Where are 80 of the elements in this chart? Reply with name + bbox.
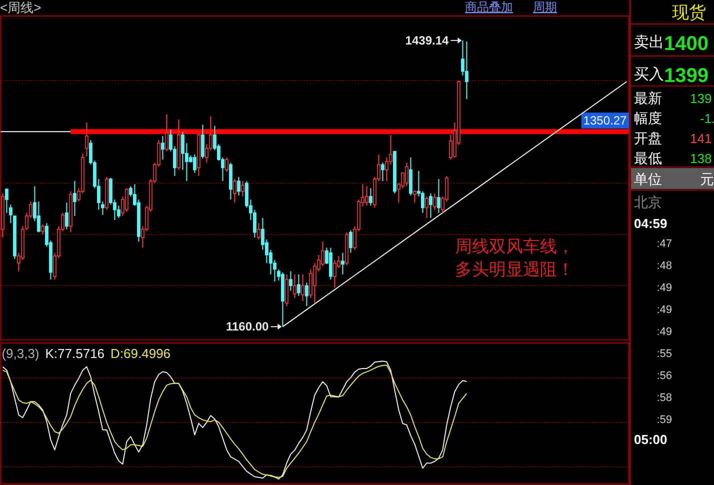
candlestick bbox=[381, 162, 384, 182]
candlestick bbox=[321, 241, 324, 267]
candlestick bbox=[425, 196, 428, 218]
text: 最新 bbox=[634, 90, 662, 106]
annotation: 1439.14 bbox=[405, 33, 450, 48]
candlestick bbox=[413, 190, 416, 204]
text: 05:00 bbox=[634, 432, 668, 447]
candlestick bbox=[201, 124, 204, 160]
candlestick bbox=[369, 188, 372, 206]
candlestick bbox=[421, 190, 424, 214]
candlestick bbox=[193, 154, 196, 174]
candlestick bbox=[409, 156, 412, 196]
text: 139 bbox=[690, 91, 712, 106]
candlestick bbox=[341, 252, 344, 275]
candlestick bbox=[117, 205, 120, 218]
candlestick bbox=[73, 180, 76, 216]
candlestick bbox=[165, 114, 168, 152]
text: 商品叠加 bbox=[465, 0, 513, 14]
text: :56 bbox=[656, 370, 672, 382]
candlestick bbox=[465, 41, 468, 100]
ref-line-label: 1350.27 bbox=[583, 114, 628, 128]
candlestick bbox=[65, 202, 68, 230]
text: 幅度 bbox=[634, 110, 662, 126]
text: 买入 bbox=[634, 66, 664, 83]
candlestick bbox=[5, 188, 8, 214]
text: 开盘 bbox=[634, 130, 662, 146]
text: 单位 bbox=[634, 171, 662, 187]
candlestick bbox=[233, 178, 236, 204]
text: :55 bbox=[656, 348, 672, 360]
candlestick bbox=[329, 247, 332, 280]
series-label: K:77.5716 bbox=[45, 346, 105, 361]
candlestick bbox=[37, 201, 40, 233]
text: :49 bbox=[656, 304, 672, 316]
candlestick bbox=[125, 188, 128, 212]
candlestick bbox=[433, 192, 436, 210]
candlestick bbox=[225, 156, 228, 172]
candlestick bbox=[85, 122, 88, 157]
text: 卖出 bbox=[634, 34, 664, 51]
text: :49 bbox=[656, 282, 672, 294]
candlestick bbox=[305, 282, 308, 307]
text: 04:59 bbox=[634, 216, 668, 231]
text: 现货 bbox=[672, 3, 706, 22]
series-label: D:69.4996 bbox=[110, 346, 171, 361]
text: 元 bbox=[700, 171, 714, 187]
text: :48 bbox=[656, 260, 672, 272]
text: 141 bbox=[690, 131, 712, 146]
text: :47 bbox=[656, 238, 672, 250]
candlestick bbox=[301, 274, 304, 302]
annotation: 1160.00 bbox=[226, 320, 270, 334]
candlestick bbox=[429, 192, 432, 218]
candlestick bbox=[297, 274, 300, 296]
candlestick bbox=[405, 162, 408, 187]
candlestick bbox=[257, 222, 260, 240]
candlestick bbox=[241, 180, 244, 197]
candlestick bbox=[289, 270, 292, 292]
text: 最低 bbox=[634, 150, 662, 166]
candlestick bbox=[349, 230, 352, 254]
text: 138 bbox=[690, 151, 712, 166]
chart-title: <周线> bbox=[0, 0, 42, 15]
text: :58 bbox=[656, 392, 672, 404]
chart-title: (9,3,3) bbox=[2, 346, 40, 361]
text: 周期 bbox=[533, 0, 557, 14]
text: 北京 bbox=[634, 194, 662, 210]
candlestick bbox=[237, 176, 240, 196]
annotation: 多头明显遇阻！ bbox=[455, 260, 574, 279]
text: 1399 bbox=[664, 65, 708, 87]
candlestick bbox=[253, 209, 256, 238]
candlestick bbox=[333, 260, 336, 288]
candlestick bbox=[9, 204, 12, 224]
candlestick bbox=[285, 274, 288, 307]
text: 1400 bbox=[664, 33, 708, 55]
candlestick bbox=[437, 178, 440, 214]
candlestick bbox=[41, 224, 44, 235]
text: :49 bbox=[656, 326, 672, 338]
text: -1. bbox=[700, 111, 714, 126]
candlestick bbox=[293, 274, 296, 298]
candlestick bbox=[161, 135, 164, 160]
text: :59 bbox=[656, 414, 672, 426]
annotation: 周线双风车线， bbox=[455, 237, 574, 256]
candlestick bbox=[365, 186, 368, 206]
